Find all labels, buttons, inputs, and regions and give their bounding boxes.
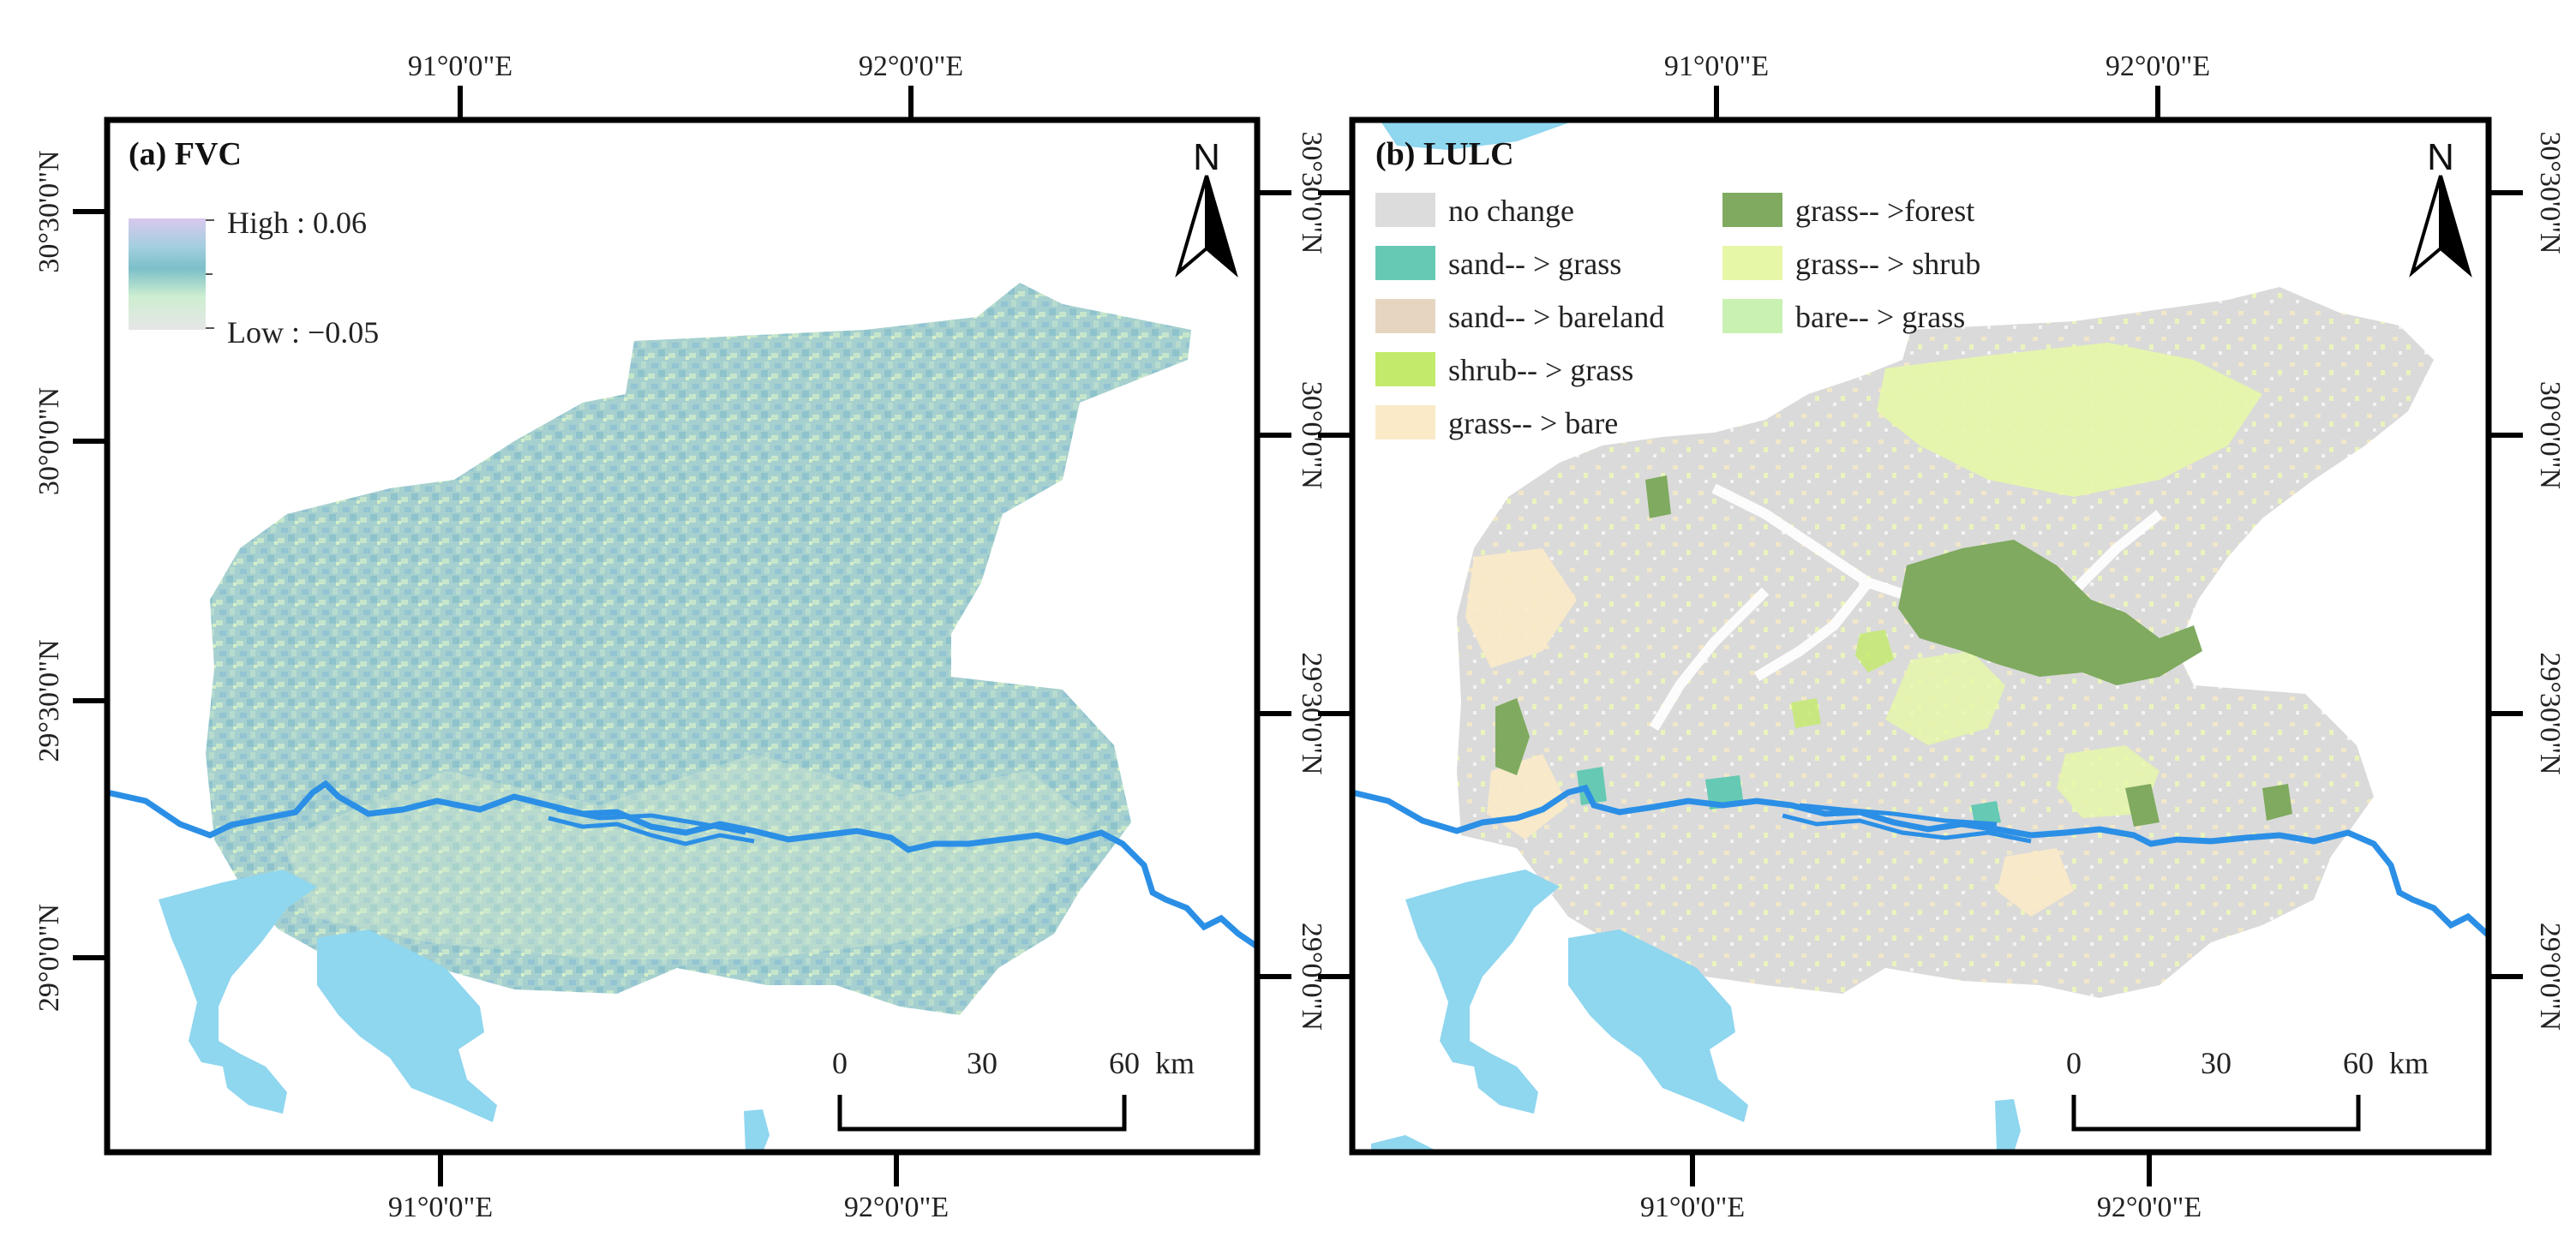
- panel-lulc: 91°0'0"E 92°0'0"E 91°0'0"E 92°0'0"E 30°3…: [1318, 51, 2566, 1223]
- fvc-bottom-tick-label: 92°0'0"E: [844, 1192, 949, 1223]
- lulc-grass-shrub-zone: [1885, 651, 2005, 745]
- lulc-river-braid: [1782, 803, 2032, 844]
- fvc-panel-title: (a) FVC: [129, 136, 242, 172]
- fvc-map-frame: [104, 117, 1261, 1156]
- lulc-legend-swatch: [1375, 352, 1435, 386]
- fvc-scale-bar: 0 30 60 km: [832, 1046, 1195, 1132]
- lulc-lake-right: [1568, 929, 1748, 1122]
- lulc-legend-label: no change: [1448, 194, 1574, 228]
- fvc-left-tick-label: 30°0'0"N: [33, 387, 65, 495]
- lulc-scale-bar: 0 30 60 km: [2066, 1046, 2429, 1132]
- lulc-lake-main: [1405, 870, 1560, 1114]
- fvc-legend: High : 0.06 Low : −0.05: [129, 206, 379, 350]
- lulc-legend-swatch: [1722, 299, 1782, 333]
- fvc-lake-bottom: [744, 1109, 770, 1152]
- panel-fvc: 91°0'0"E 92°0'0"E 91°0'0"E 92°0'0"E 30°3…: [33, 51, 1327, 1223]
- lulc-tick-marks: [1318, 86, 2523, 1186]
- lulc-scale-label: 30: [2201, 1046, 2232, 1080]
- fvc-scale-label: 60: [1109, 1046, 1140, 1080]
- lulc-top-tick-label: 92°0'0"E: [2106, 51, 2210, 82]
- lulc-lake-bottom: [1995, 1099, 2021, 1152]
- lulc-map-frame: [1349, 117, 2492, 1156]
- fvc-lake-main: [159, 870, 317, 1114]
- lulc-legend-label: grass-- >forest: [1795, 194, 1974, 228]
- lulc-right-tick-label: 30°0'0"N: [2534, 381, 2566, 489]
- fvc-top-tick-label: 92°0'0"E: [859, 51, 963, 82]
- lulc-legend-swatch: [1375, 193, 1435, 227]
- fvc-region: [206, 283, 1191, 1015]
- lulc-bottom-tick-label: 92°0'0"E: [2097, 1192, 2202, 1223]
- lulc-map-area: [1352, 120, 2489, 1152]
- fvc-tick-marks: [73, 86, 1291, 1186]
- lulc-lake-top: [1380, 120, 1577, 150]
- fvc-scale-unit: km: [1155, 1046, 1195, 1080]
- lulc-legend-swatch: [1375, 246, 1435, 280]
- fvc-scale-label: 30: [967, 1046, 997, 1080]
- lulc-grass-shrub-zone: [1877, 343, 2262, 497]
- lulc-legend-label: grass-- > bare: [1448, 406, 1618, 440]
- lulc-top-tick-label: 91°0'0"E: [1664, 51, 1769, 82]
- lulc-north-arrow-icon: N: [2409, 136, 2472, 278]
- lulc-legend-swatch: [1375, 299, 1435, 333]
- fvc-legend-colorbar: [129, 218, 206, 330]
- fvc-north-label: N: [1193, 136, 1220, 178]
- lulc-grass-forest-zone: [1898, 540, 2202, 685]
- lulc-legend-label: shrub-- > grass: [1448, 353, 1633, 387]
- lulc-shrub-grass-zone: [1791, 630, 1894, 728]
- lulc-lake-corner: [1371, 1135, 1440, 1152]
- lulc-scale-label: 0: [2066, 1046, 2082, 1080]
- lulc-legend-swatch: [1722, 193, 1782, 227]
- lulc-scale-label: 60: [2343, 1046, 2374, 1080]
- fvc-north-arrow-icon: N: [1175, 136, 1238, 278]
- fvc-river: [107, 780, 1257, 949]
- fvc-left-tick-label: 30°30'0"N: [33, 150, 65, 272]
- lulc-right-tick-label: 30°30'0"N: [2534, 131, 2566, 254]
- lulc-legend-label: bare-- > grass: [1795, 300, 1965, 334]
- fvc-top-tick-label: 91°0'0"E: [408, 51, 512, 82]
- fvc-left-tick-label: 29°0'0"N: [33, 904, 65, 1012]
- lulc-right-tick-label: 29°30'0"N: [2534, 652, 2566, 774]
- lulc-legend: no change sand-- > grass sand-- > barela…: [1375, 193, 1980, 440]
- lulc-legend-label: sand-- > grass: [1448, 247, 1621, 281]
- lulc-panel-title: (b) LULC: [1375, 136, 1514, 172]
- fvc-lake-right: [317, 929, 497, 1122]
- fvc-map-area: [107, 283, 1257, 1152]
- fvc-left-tick-label: 29°30'0"N: [33, 639, 65, 762]
- lulc-scale-unit: km: [2389, 1046, 2429, 1080]
- lulc-legend-swatch: [1375, 405, 1435, 439]
- lulc-river: [1352, 784, 2489, 938]
- lulc-legend-swatch: [1722, 246, 1782, 280]
- lulc-bottom-tick-label: 91°0'0"E: [1640, 1192, 1745, 1223]
- fvc-legend-low-label: Low : −0.05: [227, 315, 379, 350]
- lulc-right-tick-label: 29°0'0"N: [2534, 923, 2566, 1031]
- lulc-grass-bare-zone: [1465, 548, 2074, 917]
- lulc-legend-label: grass-- > shrub: [1795, 247, 1980, 281]
- fvc-river-braid: [548, 807, 755, 846]
- lulc-legend-label: sand-- > bareland: [1448, 300, 1664, 334]
- lulc-north-label: N: [2427, 136, 2454, 178]
- fvc-legend-high-label: High : 0.06: [227, 206, 367, 240]
- fvc-bottom-tick-label: 91°0'0"E: [388, 1192, 493, 1223]
- fvc-scale-label: 0: [832, 1046, 848, 1080]
